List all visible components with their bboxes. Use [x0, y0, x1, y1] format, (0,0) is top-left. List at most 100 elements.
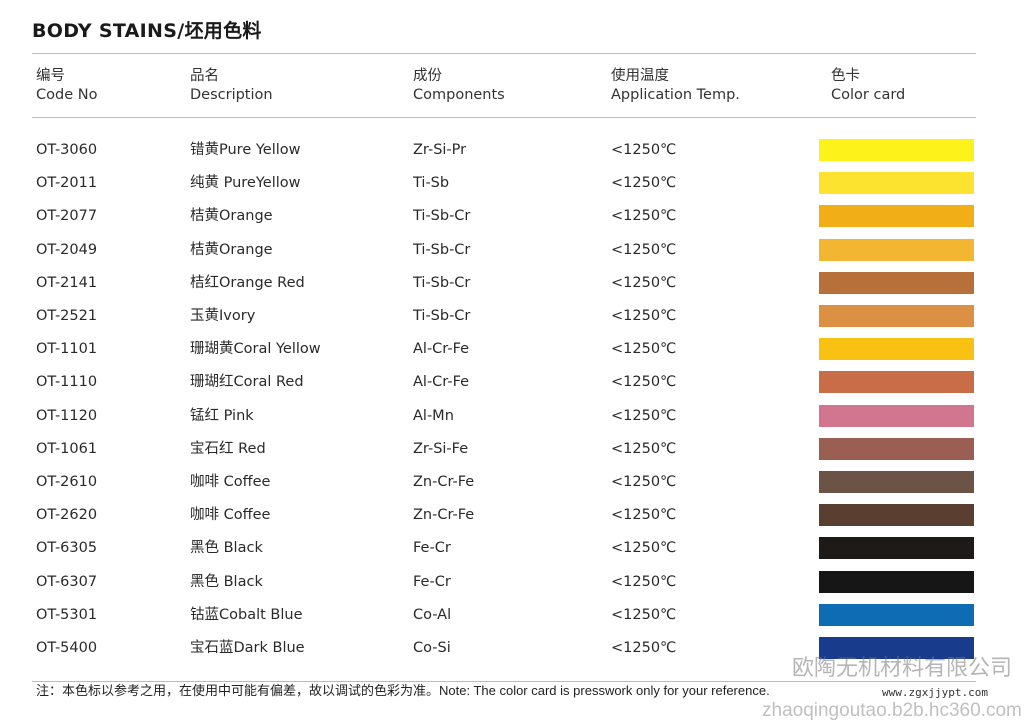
color-swatch [819, 437, 974, 460]
temp-cell: <1250℃ [611, 474, 677, 490]
description-cell: 纯黄 PureYellow [190, 175, 301, 192]
description-cell: 锰红 Pink [190, 407, 254, 424]
table-row: OT-1110 珊瑚红Coral Red Al-Cr-Fe <1250℃ [0, 371, 1024, 404]
temp-cell: <1250℃ [611, 606, 677, 623]
watermark-site2: zhaoqingoutao.b2b.hc360.com [762, 700, 1022, 721]
description-cell: 玉黄Ivory [190, 308, 256, 324]
code-cell: OT-2521 [36, 308, 98, 324]
header-color-cn: 色卡 [831, 68, 860, 84]
table-row: OT-2610 咖啡 Coffee Zn-Cr-Fe <1250℃ [0, 471, 1024, 504]
components-cell: Ti-Sb-Cr [413, 274, 471, 291]
components-cell: Fe-Cr [413, 573, 451, 590]
components-cell: Zr-Si-Pr [413, 142, 467, 158]
color-swatch [819, 371, 974, 394]
color-swatch [819, 603, 974, 626]
table-row: OT-2141 桔红Orange Red Ti-Sb-Cr <1250℃ [0, 271, 1024, 305]
description-cell: 咖啡 Coffee [190, 507, 271, 524]
description-cell: 错黄Pure Yellow [190, 142, 301, 158]
temp-cell: <1250℃ [611, 208, 677, 225]
code-cell: OT-2011 [36, 175, 98, 192]
components-cell: Zn-Cr-Fe [413, 507, 475, 524]
description-cell: 珊瑚红Coral Red [190, 374, 304, 391]
header-description: 品名 Description [190, 67, 273, 105]
color-swatch [819, 471, 974, 493]
description-cell: 桔红Orange Red [190, 274, 305, 291]
components-cell: Al-Mn [413, 407, 454, 424]
table-row: OT-1101 珊瑚黄Coral Yellow Al-Cr-Fe <1250℃ [0, 338, 1024, 371]
watermark-site1: www.zgxjjypt.com [882, 686, 988, 699]
code-cell: OT-5301 [36, 606, 98, 623]
divider [32, 53, 976, 54]
color-swatch [819, 172, 974, 195]
table-row: OT-3060 错黄Pure Yellow Zr-Si-Pr <1250℃ [0, 139, 1024, 172]
description-cell: 宝石蓝Dark Blue [190, 640, 305, 656]
header-code: 编号 Code No [36, 67, 97, 105]
color-swatch [819, 570, 974, 593]
header-description-en: Description [190, 87, 273, 103]
code-cell: OT-3060 [36, 142, 98, 158]
temp-cell: <1250℃ [611, 175, 677, 192]
components-cell: Ti-Sb-Cr [413, 208, 471, 225]
temp-cell: <1250℃ [611, 540, 677, 557]
color-swatch [819, 205, 974, 228]
table-row: OT-6307 黑色 Black Fe-Cr <1250℃ [0, 570, 1024, 604]
header-components: 成份 Components [413, 67, 505, 105]
temp-cell: <1250℃ [611, 142, 677, 158]
color-swatch [819, 537, 974, 560]
code-cell: OT-2077 [36, 208, 98, 225]
header-components-cn: 成份 [413, 68, 442, 84]
code-cell: OT-1061 [36, 440, 98, 457]
color-swatch [819, 637, 974, 659]
temp-cell: <1250℃ [611, 274, 677, 291]
components-cell: Al-Cr-Fe [413, 374, 470, 391]
color-swatch [819, 139, 974, 161]
header-temp: 使用温度 Application Temp. [611, 67, 740, 105]
code-cell: OT-1101 [36, 341, 98, 358]
table-row: OT-1120 锰红 Pink Al-Mn <1250℃ [0, 404, 1024, 438]
code-cell: OT-1110 [36, 374, 98, 391]
code-cell: OT-2141 [36, 274, 98, 291]
table-row: OT-5400 宝石蓝Dark Blue Co-Si <1250℃ [0, 637, 1024, 670]
header-color: 色卡 Color card [831, 67, 905, 105]
header-code-cn: 编号 [36, 68, 65, 84]
temp-cell: <1250℃ [611, 640, 677, 656]
temp-cell: <1250℃ [611, 241, 677, 258]
code-cell: OT-6307 [36, 573, 98, 590]
components-cell: Al-Cr-Fe [413, 341, 470, 358]
header-temp-en: Application Temp. [611, 87, 740, 103]
table-row: OT-5301 钴蓝Cobalt Blue Co-Al <1250℃ [0, 603, 1024, 637]
header-description-cn: 品名 [190, 68, 219, 84]
color-swatch [819, 504, 974, 527]
table-row: OT-2620 咖啡 Coffee Zn-Cr-Fe <1250℃ [0, 504, 1024, 537]
description-cell: 咖啡 Coffee [190, 474, 271, 490]
table-row: OT-2521 玉黄Ivory Ti-Sb-Cr <1250℃ [0, 305, 1024, 338]
header-temp-cn: 使用温度 [611, 68, 669, 84]
color-swatch [819, 338, 974, 361]
color-swatch [819, 305, 974, 327]
code-cell: OT-2620 [36, 507, 98, 524]
table-row: OT-2011 纯黄 PureYellow Ti-Sb <1250℃ [0, 172, 1024, 205]
divider [32, 681, 976, 682]
page-title: BODY STAINS/坯用色料 [32, 20, 262, 42]
watermark-company: 欧陶无机材料有限公司 [792, 655, 1013, 680]
temp-cell: <1250℃ [611, 507, 677, 524]
table-row: OT-1061 宝石红 Red Zr-Si-Fe <1250℃ [0, 437, 1024, 471]
temp-cell: <1250℃ [611, 374, 677, 391]
code-cell: OT-2610 [36, 474, 98, 490]
temp-cell: <1250℃ [611, 573, 677, 590]
components-cell: Co-Al [413, 606, 452, 623]
temp-cell: <1250℃ [611, 440, 677, 457]
table-row: OT-2049 桔黄Orange Ti-Sb-Cr <1250℃ [0, 238, 1024, 272]
temp-cell: <1250℃ [611, 341, 677, 358]
table-row: OT-2077 桔黄Orange Ti-Sb-Cr <1250℃ [0, 205, 1024, 238]
header-code-en: Code No [36, 87, 98, 103]
description-cell: 珊瑚黄Coral Yellow [190, 341, 321, 358]
description-cell: 宝石红 Red [190, 440, 266, 457]
code-cell: OT-1120 [36, 407, 98, 424]
description-cell: 黑色 Black [190, 540, 263, 557]
header-color-en: Color card [831, 87, 906, 103]
description-cell: 钴蓝Cobalt Blue [190, 606, 303, 623]
components-cell: Fe-Cr [413, 540, 451, 557]
color-swatch [819, 238, 974, 261]
components-cell: Ti-Sb-Cr [413, 241, 471, 258]
